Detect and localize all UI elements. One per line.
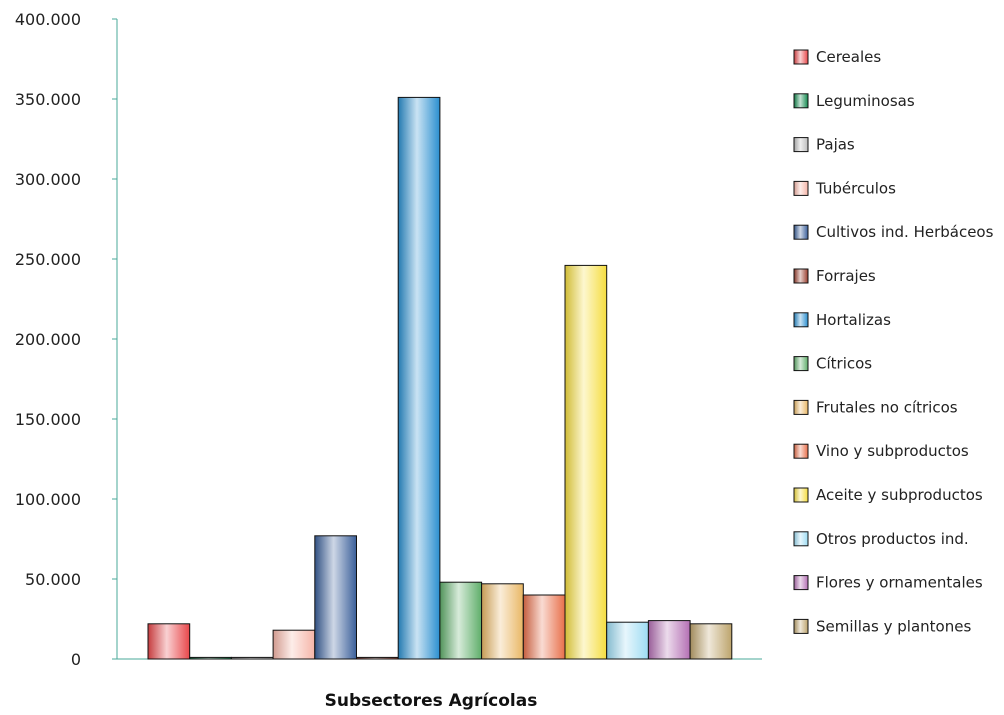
y-tick-label: 250.000 bbox=[15, 250, 81, 269]
legend-label: Leguminosas bbox=[816, 92, 915, 110]
legend-label: Cultivos ind. Herbáceos bbox=[816, 223, 994, 241]
x-axis-label: Subsectores Agrícolas bbox=[325, 691, 538, 711]
legend-label: Frutales no cítricos bbox=[816, 398, 958, 416]
bar bbox=[189, 656, 232, 660]
legend-label: Semillas y plantones bbox=[816, 617, 971, 635]
legend-item: Frutales no cítricos bbox=[793, 398, 958, 416]
legend-swatch bbox=[793, 356, 809, 372]
legend-item: Leguminosas bbox=[793, 92, 915, 110]
legend-item: Cítricos bbox=[793, 355, 872, 373]
bar bbox=[606, 621, 649, 660]
y-tick-label: 350.000 bbox=[15, 90, 81, 109]
legend-label: Hortalizas bbox=[816, 311, 891, 329]
y-tick-label: 200.000 bbox=[15, 330, 81, 349]
legend-item: Otros productos ind. bbox=[793, 530, 969, 548]
bar-series bbox=[147, 96, 733, 660]
legend-swatch bbox=[793, 443, 809, 459]
legend-item: Pajas bbox=[793, 136, 855, 154]
legend-item: Hortalizas bbox=[793, 311, 891, 329]
bar bbox=[689, 623, 733, 660]
y-axis-ticks: 0 50.000 100.000 150.000 200.000 250.000 300.0… bbox=[15, 10, 117, 669]
bar bbox=[397, 96, 441, 660]
legend-swatch bbox=[793, 531, 809, 547]
legend-item: Tubérculos bbox=[793, 179, 896, 197]
y-tick-label: 300.000 bbox=[15, 170, 81, 189]
legend-swatch bbox=[793, 268, 809, 284]
y-tick-label: 400.000 bbox=[15, 10, 81, 29]
bar bbox=[314, 535, 357, 660]
y-tick-label: 150.000 bbox=[15, 410, 81, 429]
y-tick-label: 50.000 bbox=[25, 570, 81, 589]
legend-swatch bbox=[793, 312, 809, 328]
bar bbox=[481, 583, 524, 660]
legend-swatch bbox=[793, 399, 809, 415]
legend-label: Cítricos bbox=[816, 355, 872, 373]
y-tick-label: 0 bbox=[71, 650, 81, 669]
bar bbox=[356, 656, 399, 660]
legend-label: Flores y ornamentales bbox=[816, 574, 983, 592]
chart-legend: Cereales Leguminosas Pajas Tubérculos Cultiv… bbox=[793, 48, 994, 635]
legend-swatch bbox=[793, 487, 809, 503]
bar bbox=[147, 623, 191, 660]
bar bbox=[230, 656, 274, 660]
legend-label: Cereales bbox=[816, 48, 881, 66]
legend-label: Otros productos ind. bbox=[816, 530, 969, 548]
legend-swatch bbox=[793, 618, 809, 634]
legend-item: Forrajes bbox=[793, 267, 876, 285]
legend-label: Forrajes bbox=[816, 267, 876, 285]
legend-label: Pajas bbox=[816, 136, 855, 154]
bar bbox=[439, 581, 483, 660]
bar bbox=[272, 629, 316, 660]
legend-label: Vino y subproductos bbox=[816, 442, 969, 460]
legend-swatch bbox=[793, 224, 809, 240]
bar bbox=[647, 620, 691, 660]
legend-item: Aceite y subproductos bbox=[793, 486, 983, 504]
legend-item: Semillas y plantones bbox=[793, 617, 971, 635]
bar bbox=[522, 594, 566, 660]
legend-item: Cereales bbox=[793, 48, 881, 66]
legend-swatch bbox=[793, 49, 809, 65]
bar bbox=[564, 264, 608, 660]
legend-label: Aceite y subproductos bbox=[816, 486, 983, 504]
legend-item: Cultivos ind. Herbáceos bbox=[793, 223, 994, 241]
legend-item: Vino y subproductos bbox=[793, 442, 969, 460]
legend-item: Flores y ornamentales bbox=[793, 574, 983, 592]
legend-swatch bbox=[793, 137, 809, 153]
legend-label: Tubérculos bbox=[815, 179, 896, 197]
y-tick-label: 100.000 bbox=[15, 490, 81, 509]
legend-swatch bbox=[793, 180, 809, 196]
legend-swatch bbox=[793, 575, 809, 591]
legend-swatch bbox=[793, 93, 809, 109]
